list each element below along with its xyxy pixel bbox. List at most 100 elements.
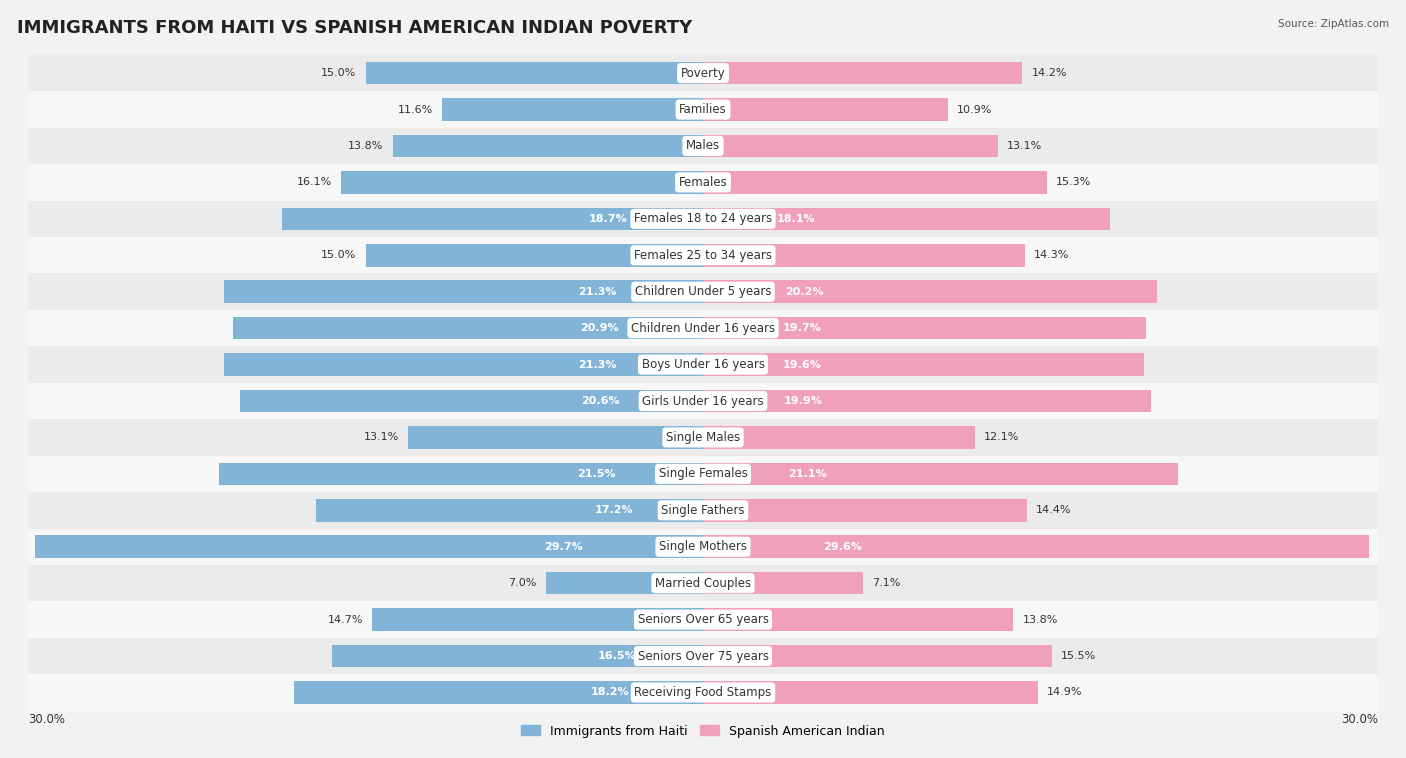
- Text: 30.0%: 30.0%: [1341, 713, 1378, 725]
- Bar: [28, 419, 1378, 456]
- Bar: [340, 171, 703, 194]
- Text: 20.6%: 20.6%: [581, 396, 620, 406]
- Bar: [703, 572, 863, 594]
- Bar: [546, 572, 703, 594]
- Bar: [703, 280, 1157, 303]
- Text: 20.9%: 20.9%: [579, 323, 619, 333]
- Text: 21.3%: 21.3%: [578, 287, 617, 296]
- Text: 14.3%: 14.3%: [1033, 250, 1069, 260]
- Bar: [28, 91, 1378, 128]
- Text: 14.9%: 14.9%: [1047, 688, 1083, 697]
- Bar: [28, 492, 1378, 528]
- Text: 16.1%: 16.1%: [297, 177, 332, 187]
- Bar: [316, 499, 703, 522]
- Text: 21.5%: 21.5%: [578, 469, 616, 479]
- Text: 13.8%: 13.8%: [1022, 615, 1057, 625]
- Bar: [28, 310, 1378, 346]
- Bar: [35, 535, 703, 558]
- Bar: [233, 317, 703, 340]
- Legend: Immigrants from Haiti, Spanish American Indian: Immigrants from Haiti, Spanish American …: [516, 719, 890, 743]
- Text: 13.1%: 13.1%: [1007, 141, 1042, 151]
- Bar: [703, 353, 1144, 376]
- Text: Children Under 16 years: Children Under 16 years: [631, 321, 775, 334]
- Text: Children Under 5 years: Children Under 5 years: [634, 285, 772, 298]
- Bar: [703, 99, 948, 121]
- Bar: [408, 426, 703, 449]
- Text: Poverty: Poverty: [681, 67, 725, 80]
- Bar: [703, 426, 976, 449]
- Bar: [28, 383, 1378, 419]
- Bar: [703, 171, 1047, 194]
- Bar: [703, 317, 1146, 340]
- Bar: [28, 675, 1378, 711]
- Text: 12.1%: 12.1%: [984, 433, 1019, 443]
- Text: Source: ZipAtlas.com: Source: ZipAtlas.com: [1278, 19, 1389, 29]
- Text: Families: Families: [679, 103, 727, 116]
- Text: Single Fathers: Single Fathers: [661, 504, 745, 517]
- Text: 19.9%: 19.9%: [783, 396, 823, 406]
- Text: Single Females: Single Females: [658, 468, 748, 481]
- Bar: [441, 99, 703, 121]
- Text: 7.1%: 7.1%: [872, 578, 900, 588]
- Bar: [28, 128, 1378, 164]
- Text: 13.8%: 13.8%: [349, 141, 384, 151]
- Bar: [703, 535, 1369, 558]
- Bar: [366, 244, 703, 267]
- Text: Seniors Over 75 years: Seniors Over 75 years: [637, 650, 769, 662]
- Bar: [294, 681, 703, 703]
- Text: 17.2%: 17.2%: [595, 506, 633, 515]
- Bar: [28, 528, 1378, 565]
- Bar: [28, 201, 1378, 237]
- Text: 29.6%: 29.6%: [823, 542, 862, 552]
- Text: 14.4%: 14.4%: [1036, 506, 1071, 515]
- Text: Girls Under 16 years: Girls Under 16 years: [643, 394, 763, 408]
- Text: 15.0%: 15.0%: [322, 250, 357, 260]
- Bar: [373, 609, 703, 631]
- Text: 14.7%: 14.7%: [328, 615, 363, 625]
- Text: Females 18 to 24 years: Females 18 to 24 years: [634, 212, 772, 225]
- Bar: [28, 456, 1378, 492]
- Bar: [703, 609, 1014, 631]
- Bar: [703, 681, 1038, 703]
- Text: 19.7%: 19.7%: [783, 323, 821, 333]
- Text: Females: Females: [679, 176, 727, 189]
- Text: 18.2%: 18.2%: [591, 688, 630, 697]
- Text: 29.7%: 29.7%: [544, 542, 582, 552]
- Text: 30.0%: 30.0%: [28, 713, 65, 725]
- Bar: [239, 390, 703, 412]
- Bar: [703, 62, 1022, 84]
- Bar: [703, 462, 1178, 485]
- Text: 16.5%: 16.5%: [598, 651, 636, 661]
- Text: Receiving Food Stamps: Receiving Food Stamps: [634, 686, 772, 699]
- Bar: [703, 390, 1150, 412]
- Text: 15.5%: 15.5%: [1060, 651, 1095, 661]
- Bar: [224, 353, 703, 376]
- Bar: [703, 244, 1025, 267]
- Bar: [28, 601, 1378, 637]
- Text: 10.9%: 10.9%: [957, 105, 993, 114]
- Text: 13.1%: 13.1%: [364, 433, 399, 443]
- Bar: [392, 135, 703, 157]
- Text: Seniors Over 65 years: Seniors Over 65 years: [637, 613, 769, 626]
- Text: 20.2%: 20.2%: [785, 287, 824, 296]
- Text: Females 25 to 34 years: Females 25 to 34 years: [634, 249, 772, 262]
- Bar: [703, 135, 998, 157]
- Bar: [332, 645, 703, 667]
- Bar: [703, 645, 1052, 667]
- Bar: [703, 208, 1111, 230]
- Text: Single Mothers: Single Mothers: [659, 540, 747, 553]
- Bar: [703, 499, 1026, 522]
- Text: 18.1%: 18.1%: [776, 214, 815, 224]
- Bar: [366, 62, 703, 84]
- Bar: [224, 280, 703, 303]
- Bar: [28, 637, 1378, 675]
- Text: 14.2%: 14.2%: [1032, 68, 1067, 78]
- Text: 7.0%: 7.0%: [508, 578, 537, 588]
- Text: 21.3%: 21.3%: [578, 359, 617, 370]
- Text: 18.7%: 18.7%: [589, 214, 627, 224]
- Text: 15.0%: 15.0%: [322, 68, 357, 78]
- Bar: [219, 462, 703, 485]
- Text: 11.6%: 11.6%: [398, 105, 433, 114]
- Bar: [28, 346, 1378, 383]
- Bar: [283, 208, 703, 230]
